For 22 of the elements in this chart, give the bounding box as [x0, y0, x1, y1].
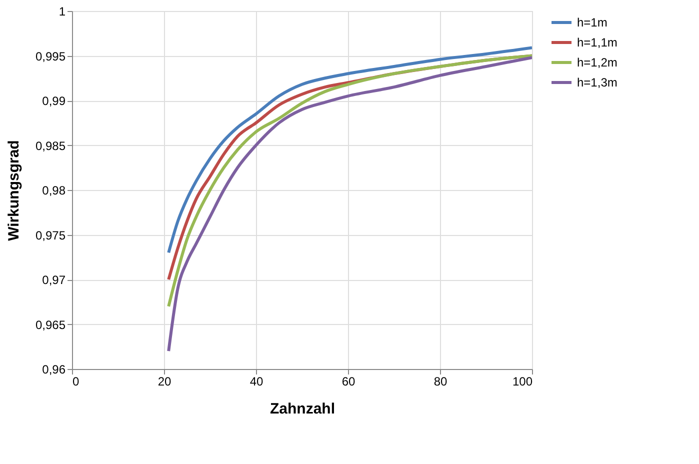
y-tick-label: 0,995 [35, 49, 66, 64]
y-tick-label: 1 [58, 4, 66, 18]
y-axis-title: Wirkungsgrad [5, 140, 22, 241]
line-series [167, 56, 532, 353]
legend-label: h=1,2m [577, 56, 618, 70]
y-tick-label: 0,98 [42, 184, 66, 198]
legend-label: h=1m [577, 16, 608, 30]
x-tick-label: 40 [250, 374, 264, 388]
y-tick-label: 0,97 [42, 273, 66, 287]
y-tick-label: 0,985 [35, 138, 66, 153]
x-axis-title: Zahnzahl [270, 400, 336, 418]
y-tick-label: 0,965 [35, 318, 66, 332]
legend-label: h=1,3m [577, 76, 618, 90]
x-tick-label: 80 [434, 374, 448, 388]
x-tick-label: 100 [512, 374, 533, 388]
y-tick-label: 0,99 [42, 94, 66, 108]
y-tick-label: 0,975 [35, 228, 66, 242]
x-tick-label: 20 [158, 374, 172, 388]
y-tick-label: 0,96 [42, 362, 66, 376]
x-tick-label: 0 [72, 374, 80, 388]
x-tick-label: 60 [342, 374, 356, 388]
legend-label: h=1,1m [577, 36, 618, 50]
